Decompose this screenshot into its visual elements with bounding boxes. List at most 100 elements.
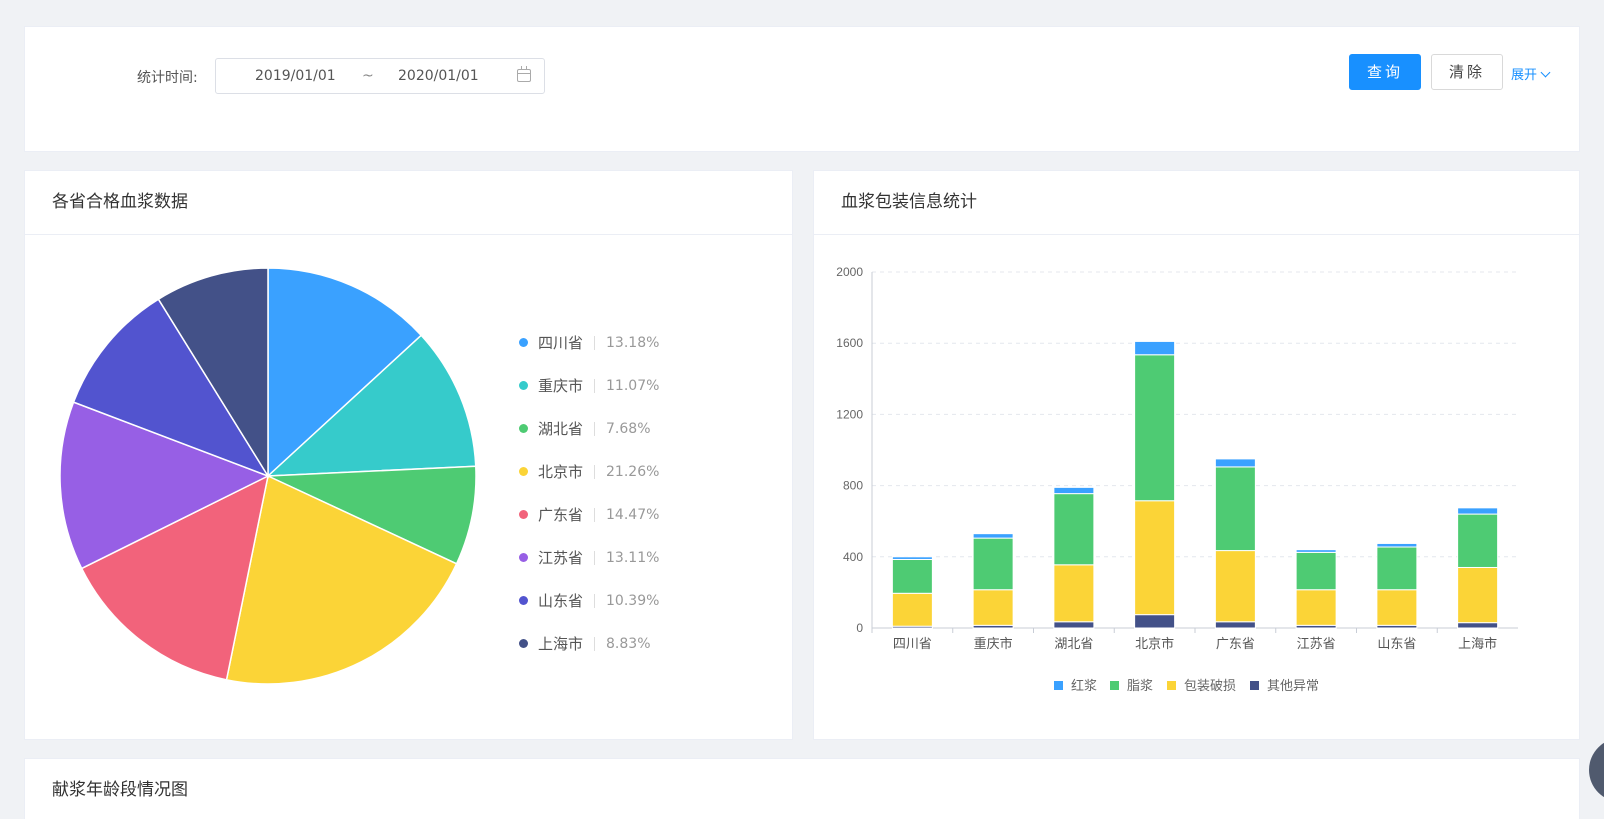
- filter-card: 统计时间: 2019/01/01 ~ 2020/01/01 查询 清除 展开: [24, 26, 1580, 152]
- legend-label: 北京市: [538, 463, 584, 481]
- pie-slice-7[interactable]: [157, 267, 269, 479]
- calendar-icon[interactable]: [517, 66, 531, 82]
- age-panel-title: 献浆年龄段情况图: [52, 780, 188, 800]
- stat-time-label: 统计时间:: [137, 70, 198, 86]
- bar-segment[interactable]: [1457, 513, 1499, 568]
- floating-action-button[interactable]: [1589, 738, 1604, 802]
- pie-legend-item[interactable]: 四川省 13.18%: [519, 321, 659, 364]
- bar-legend-marker[interactable]: [1250, 681, 1259, 690]
- bar-legend-label[interactable]: 其他异常: [1267, 678, 1319, 693]
- legend-dot-icon: [519, 424, 528, 433]
- x-tick-label: 山东省: [1377, 636, 1416, 651]
- expand-label: 展开: [1511, 68, 1538, 83]
- legend-dot-icon: [519, 553, 528, 562]
- legend-percent: 7.68%: [606, 420, 651, 437]
- bar-legend-marker[interactable]: [1167, 681, 1176, 690]
- chevron-down-icon: [1540, 67, 1551, 78]
- bar-segment[interactable]: [1053, 564, 1095, 623]
- bar-segment[interactable]: [1457, 566, 1499, 624]
- legend-label: 山东省: [538, 592, 584, 610]
- expand-link[interactable]: 展开: [1511, 64, 1551, 83]
- bar-segment[interactable]: [1053, 621, 1095, 629]
- plasma-package-panel: 血浆包装信息统计 0 400 800 1200 1600 2000 四川省 重庆市 湖北省 北京市…: [813, 170, 1580, 740]
- bar-segment[interactable]: [1214, 621, 1256, 629]
- bar-segment[interactable]: [1214, 466, 1256, 552]
- x-tick-label: 四川省: [893, 636, 932, 651]
- y-tick-label: 800: [843, 479, 863, 493]
- pie-legend-item[interactable]: 湖北省 7.68%: [519, 407, 659, 450]
- legend-divider: [594, 636, 596, 651]
- bar-segment[interactable]: [972, 533, 1014, 539]
- legend-label: 重庆市: [538, 377, 584, 395]
- legend-label: 湖北省: [538, 420, 584, 438]
- pie-slice-5[interactable]: [59, 401, 270, 570]
- donor-age-panel: 献浆年龄段情况图: [24, 758, 1580, 819]
- pie-legend-item[interactable]: 江苏省 13.11%: [519, 536, 659, 579]
- pie-slice-1[interactable]: [265, 334, 477, 477]
- y-tick-label: 1600: [836, 336, 863, 350]
- legend-percent: 11.07%: [606, 377, 660, 394]
- bar-segment[interactable]: [1053, 486, 1095, 495]
- bar-segment[interactable]: [1457, 622, 1499, 629]
- bar-segment[interactable]: [1457, 507, 1499, 515]
- bar-segment[interactable]: [891, 556, 933, 560]
- bar-segment[interactable]: [1376, 546, 1418, 591]
- bar-segment[interactable]: [891, 592, 933, 627]
- bar-legend-label[interactable]: 包装破损: [1184, 678, 1236, 693]
- x-tick-label: 湖北省: [1054, 636, 1093, 651]
- legend-percent: 13.11%: [606, 549, 660, 566]
- bar-legend-marker[interactable]: [1110, 681, 1119, 690]
- legend-percent: 21.26%: [606, 463, 660, 480]
- pie-legend-item[interactable]: 重庆市 11.07%: [519, 364, 659, 407]
- bar-segment[interactable]: [972, 589, 1014, 626]
- legend-percent: 8.83%: [606, 635, 651, 652]
- bar-legend-marker[interactable]: [1054, 681, 1063, 690]
- pie-slice-2[interactable]: [267, 465, 477, 565]
- date-end-input[interactable]: 2020/01/01: [398, 68, 479, 84]
- bar-segment[interactable]: [1053, 493, 1095, 566]
- stacked-bar-chart: 0 400 800 1200 1600 2000 四川省 重庆市 湖北省 北京市 广东省 江苏省 山东省…: [836, 265, 1518, 693]
- legend-divider: [594, 421, 596, 436]
- legend-label: 江苏省: [538, 549, 584, 567]
- date-start-input[interactable]: 2019/01/01: [255, 68, 336, 84]
- pie-slice-6[interactable]: [72, 298, 270, 478]
- pie-legend-item[interactable]: 广东省 14.47%: [519, 493, 659, 536]
- legend-percent: 10.39%: [606, 592, 660, 609]
- bar-segment[interactable]: [1214, 458, 1256, 468]
- bar-segment[interactable]: [1134, 500, 1176, 616]
- legend-dot-icon: [519, 510, 528, 519]
- legend-divider: [594, 507, 596, 522]
- bar-segment[interactable]: [1295, 549, 1337, 553]
- bar-segment[interactable]: [1295, 589, 1337, 626]
- bar-segment[interactable]: [1295, 551, 1337, 591]
- pie-slice-4[interactable]: [80, 474, 270, 681]
- bar-segment[interactable]: [972, 537, 1014, 591]
- x-tick-label: 北京市: [1135, 636, 1174, 651]
- legend-dot-icon: [519, 467, 528, 476]
- bar-segment[interactable]: [1134, 354, 1176, 502]
- clear-button[interactable]: 清除: [1431, 54, 1503, 90]
- pie-slice-0[interactable]: [267, 267, 423, 478]
- y-tick-label: 0: [856, 621, 863, 635]
- pie-legend: 四川省 13.18% 重庆市 11.07% 湖北省 7.68% 北京市 21.26% 广东省 14…: [519, 321, 659, 665]
- bar-segment[interactable]: [1376, 589, 1418, 626]
- bar-segment[interactable]: [1134, 340, 1176, 356]
- bar-segment[interactable]: [1134, 614, 1176, 629]
- legend-percent: 13.18%: [606, 334, 660, 351]
- legend-label: 四川省: [538, 334, 584, 352]
- bar-segment[interactable]: [1376, 542, 1418, 548]
- query-button[interactable]: 查询: [1349, 54, 1421, 90]
- legend-divider: [594, 464, 596, 479]
- bar-legend-label[interactable]: 脂浆: [1127, 678, 1153, 693]
- bar-segment[interactable]: [891, 558, 933, 594]
- bar-legend-label[interactable]: 红浆: [1071, 678, 1097, 693]
- pie-legend-item[interactable]: 山东省 10.39%: [519, 579, 659, 622]
- x-tick-label: 广东省: [1216, 636, 1255, 651]
- date-range-picker[interactable]: 2019/01/01 ~ 2020/01/01: [215, 58, 545, 94]
- legend-dot-icon: [519, 639, 528, 648]
- bar-segment[interactable]: [1214, 550, 1256, 623]
- pie-slice-3[interactable]: [225, 474, 458, 685]
- pie-legend-item[interactable]: 北京市 21.26%: [519, 450, 659, 493]
- legend-label: 上海市: [538, 635, 584, 653]
- pie-legend-item[interactable]: 上海市 8.83%: [519, 622, 659, 665]
